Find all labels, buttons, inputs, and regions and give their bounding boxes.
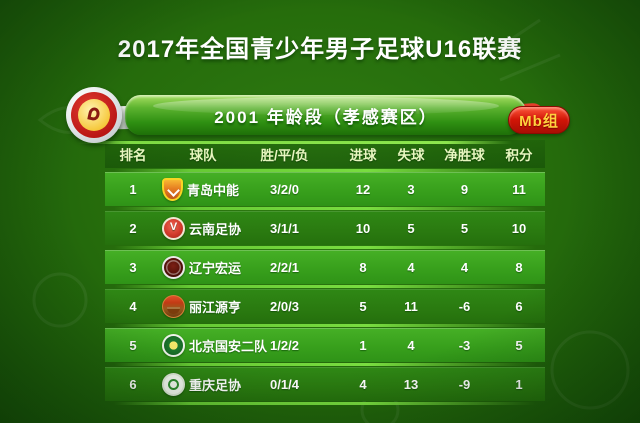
team-logo-qingdao-zhongneng-icon — [162, 177, 183, 201]
points-cell: 5 — [515, 337, 523, 353]
wdl-cell: 3/1/1 — [270, 220, 299, 236]
goals-against-cell: 13 — [403, 376, 419, 392]
goals-for-cell: 1 — [359, 337, 367, 353]
wdl-cell: 0/1/4 — [270, 376, 299, 392]
rank-cell: 1 — [129, 181, 137, 197]
table-row: 2 云南足协 3/1/1 10 5 5 10 — [105, 211, 545, 249]
team-name: 青岛中能 — [187, 182, 240, 198]
goals-against-cell: 4 — [407, 259, 415, 275]
age-group-region-title: 2001 年龄段（孝感赛区） — [214, 107, 438, 127]
league-crest-icon — [66, 87, 122, 143]
points-cell: 11 — [512, 181, 526, 197]
standings-table: 排名 球队 胜/平/负 进球 失球 净胜球 积分 1 青岛中能 3/2/0 12… — [105, 140, 545, 406]
page-title: 2017年全国青少年男子足球U16联赛 — [117, 36, 523, 63]
team-cell: 青岛中能 — [161, 177, 245, 201]
wdl-cell: 3/2/0 — [270, 181, 299, 197]
goal-diff-cell: 9 — [460, 181, 469, 197]
goals-against-cell: 4 — [407, 337, 415, 353]
goals-for-cell: 8 — [359, 259, 367, 275]
header-goals-against: 失球 — [397, 148, 425, 163]
header-goals-for: 进球 — [349, 148, 377, 163]
rank-cell: 5 — [129, 337, 137, 353]
points-cell: 1 — [515, 376, 523, 392]
points-cell: 8 — [515, 259, 523, 275]
table-row: 3 辽宁宏运 2/2/1 8 4 4 8 — [105, 250, 545, 288]
wdl-cell: 2/2/1 — [270, 259, 299, 275]
table-row: 6 重庆足协 0/1/4 4 13 -9 1 — [105, 367, 545, 405]
team-cell: 北京国安二队 — [161, 333, 267, 357]
team-cell: 辽宁宏运 — [161, 255, 245, 279]
goal-diff-cell: -6 — [458, 298, 471, 314]
team-name: 云南足协 — [189, 221, 242, 237]
goals-against-cell: 3 — [407, 181, 415, 197]
goal-diff-cell: 4 — [460, 259, 469, 275]
table-row: 1 青岛中能 3/2/0 12 3 9 11 — [105, 172, 545, 210]
group-badge: Mb组 — [508, 106, 570, 134]
crest-yellow-core — [78, 99, 110, 131]
team-logo-beijing-guoan-ii-icon — [162, 333, 185, 357]
goals-for-cell: 10 — [355, 220, 371, 236]
goal-diff-cell: -3 — [458, 337, 471, 353]
rank-cell: 6 — [129, 376, 137, 392]
banner-underline — [78, 141, 512, 144]
goals-for-cell: 5 — [359, 298, 367, 314]
wdl-cell: 1/2/2 — [270, 337, 299, 353]
team-logo-liaoning-hongyun-icon — [162, 255, 185, 279]
table-row: 4 丽江源亨 2/0/3 5 11 -6 6 — [105, 289, 545, 327]
points-cell: 6 — [515, 298, 523, 314]
header-team: 球队 — [189, 148, 217, 163]
team-logo-lijiang-yuanheng-icon — [162, 294, 185, 318]
team-name: 丽江源亨 — [189, 299, 242, 315]
wdl-cell: 2/0/3 — [270, 298, 299, 314]
goal-diff-cell: 5 — [460, 220, 469, 236]
header-goal-diff: 净胜球 — [444, 148, 485, 163]
points-cell: 10 — [511, 220, 527, 236]
goals-for-cell: 12 — [355, 181, 371, 197]
rank-cell: 4 — [129, 298, 137, 314]
team-logo-chongqing-fa-icon — [162, 372, 185, 396]
team-name: 辽宁宏运 — [189, 260, 242, 276]
header-rank: 排名 — [119, 148, 147, 163]
goals-for-cell: 4 — [359, 376, 367, 392]
table-header-row: 排名 球队 胜/平/负 进球 失球 净胜球 积分 — [105, 140, 545, 172]
team-cell: 云南足协 — [161, 216, 245, 240]
header-points: 积分 — [505, 148, 533, 163]
header-wdl: 胜/平/负 — [260, 148, 309, 163]
rank-cell: 2 — [129, 220, 137, 236]
team-name: 北京国安二队 — [189, 338, 268, 354]
goal-diff-cell: -9 — [458, 376, 471, 392]
goals-against-cell: 11 — [404, 298, 418, 314]
table-row: 5 北京国安二队 1/2/2 1 4 -3 5 — [105, 328, 545, 366]
banner-green-ribbon — [125, 95, 527, 135]
team-name: 重庆足协 — [189, 377, 242, 393]
rank-cell: 3 — [129, 259, 137, 275]
section-banner: 2001 年龄段（孝感赛区） Mb组 — [66, 87, 570, 144]
team-logo-yunnan-fa-icon — [162, 216, 185, 240]
team-cell: 重庆足协 — [161, 372, 245, 396]
goals-against-cell: 5 — [407, 220, 415, 236]
team-cell: 丽江源亨 — [161, 294, 245, 318]
